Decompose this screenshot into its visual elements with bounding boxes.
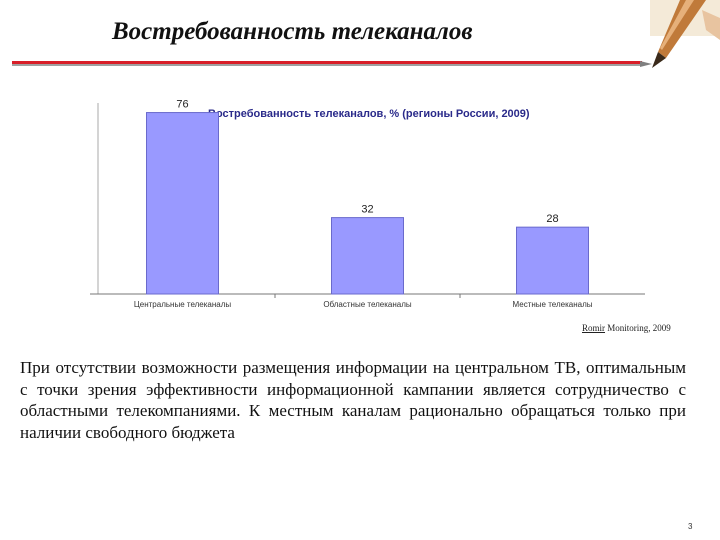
pen-illustration — [650, 0, 720, 68]
chart-title: Востребованность телеканалов, % (регионы… — [208, 108, 530, 120]
bar-1 — [146, 112, 219, 295]
slide-title: Востребованность телеканалов — [112, 18, 473, 45]
data-label-3: 28 — [546, 213, 558, 225]
bar-chart: Востребованность телеканалов, % (регионы… — [90, 99, 645, 309]
source-brand: Romir — [582, 323, 606, 333]
data-label-2: 32 — [361, 204, 373, 216]
body-paragraph: При отсутствии возможности размещения ин… — [20, 358, 686, 442]
category-label-2: Областные телеканалы — [323, 300, 412, 309]
bar-3 — [516, 226, 589, 295]
source-rest: Monitoring, 2009 — [605, 323, 671, 333]
category-label-3: Местные телеканалы — [513, 300, 593, 309]
title-rule — [12, 61, 652, 67]
source-note: Romir Monitoring, 2009 — [582, 323, 671, 333]
bar-2 — [331, 217, 404, 295]
data-label-1: 76 — [176, 99, 188, 111]
category-label-1: Центральные телеканалы — [134, 300, 232, 309]
page-number: 3 — [688, 522, 693, 531]
